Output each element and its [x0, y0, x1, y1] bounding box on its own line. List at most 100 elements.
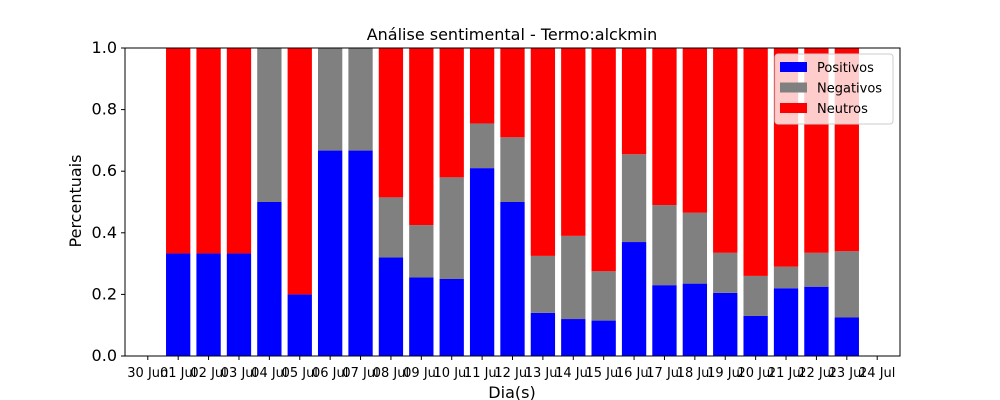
- x-tick-label: 04 Jul: [251, 366, 287, 381]
- bar-positivos-21: [773, 288, 799, 356]
- bar-positivos-19: [713, 292, 738, 356]
- x-tick-label: 16 Jul: [616, 366, 652, 381]
- bar-positivos-12: [500, 202, 525, 356]
- bar-neutros-15: [591, 48, 616, 272]
- x-tick-label: 24 Jul: [859, 366, 895, 381]
- x-tick-label: 19 Jul: [707, 366, 743, 381]
- bar-neutros-9: [409, 48, 434, 226]
- x-tick-label: 11 Jul: [464, 366, 500, 381]
- x-tick-label: 13 Jul: [525, 366, 561, 381]
- bar-positivos-13: [530, 312, 556, 356]
- bar-positivos-18: [682, 283, 708, 356]
- bar-negativos-23: [834, 251, 859, 318]
- x-tick-label: 20 Jul: [737, 366, 773, 381]
- bar-negativos-4: [257, 48, 282, 202]
- bar-neutros-17: [652, 48, 677, 206]
- bar-negativos-16: [621, 154, 647, 243]
- bar-positivos-6: [317, 150, 343, 356]
- x-tick-label: 30 Jun: [127, 366, 168, 381]
- y-tick-label: 1.0: [92, 38, 117, 57]
- bar-positivos-17: [652, 285, 677, 356]
- bar-neutros-19: [713, 48, 738, 253]
- bar-negativos-19: [713, 252, 738, 293]
- x-tick-label: 12 Jul: [494, 366, 530, 381]
- bar-positivos-20: [743, 315, 768, 356]
- bar-negativos-7: [348, 48, 373, 151]
- bar-negativos-14: [561, 235, 586, 320]
- bar-negativos-22: [804, 252, 829, 287]
- y-tick-label: 0.0: [92, 346, 117, 365]
- bar-negativos-8: [378, 197, 404, 258]
- bar-positivos-5: [287, 294, 312, 356]
- bar-neutros-16: [621, 48, 647, 155]
- bar-neutros-8: [378, 48, 404, 198]
- bar-positivos-8: [378, 257, 404, 356]
- x-tick-label: 02 Jul: [190, 366, 226, 381]
- x-tick-label: 22 Jul: [798, 366, 834, 381]
- bar-negativos-6: [317, 48, 343, 151]
- bar-negativos-15: [591, 271, 616, 321]
- bar-neutros-13: [530, 48, 556, 256]
- x-tick-label: 05 Jul: [282, 366, 318, 381]
- x-tick-label: 10 Jul: [434, 366, 470, 381]
- bar-negativos-9: [409, 225, 434, 278]
- bar-positivos-23: [834, 317, 859, 356]
- x-tick-label: 21 Jul: [768, 366, 804, 381]
- bar-positivos-10: [439, 279, 464, 356]
- bar-neutros-18: [682, 48, 708, 213]
- x-tick-label: 23 Jul: [829, 366, 865, 381]
- bar-negativos-20: [743, 275, 768, 316]
- x-tick-label: 06 Jul: [312, 366, 348, 381]
- y-tick-label: 0.2: [92, 284, 117, 303]
- y-tick-label: 0.6: [92, 161, 117, 180]
- x-axis-title: Dia(s): [488, 383, 535, 400]
- x-tick-label: 15 Jul: [585, 366, 621, 381]
- legend-swatch-negativos: [780, 82, 807, 93]
- bar-positivos-15: [591, 320, 616, 356]
- x-tick-label: 18 Jul: [677, 366, 713, 381]
- legend-swatch-neutros: [780, 103, 807, 113]
- bars-group: [166, 48, 859, 356]
- bar-positivos-14: [561, 319, 586, 356]
- y-tick-label: 0.4: [92, 223, 117, 242]
- x-tick-label: 09 Jul: [403, 366, 439, 381]
- y-axis-title: Percentuais: [66, 155, 85, 248]
- bar-negativos-13: [530, 255, 556, 313]
- x-tick-label: 03 Jul: [221, 366, 257, 381]
- legend-label-positivos: Positivos: [817, 61, 874, 76]
- x-tick-label: 01 Jul: [160, 366, 196, 381]
- x-tick-label: 14 Jul: [555, 366, 591, 381]
- bar-negativos-12: [500, 137, 525, 202]
- bar-neutros-11: [469, 48, 495, 124]
- legend: Positivos Negativos Neutros: [774, 53, 894, 125]
- bar-positivos-11: [469, 168, 495, 356]
- bar-neutros-12: [500, 48, 525, 138]
- y-tick-label: 0.8: [92, 100, 117, 119]
- bar-negativos-18: [682, 212, 708, 284]
- legend-label-negativos: Negativos: [817, 82, 882, 97]
- bar-positivos-3: [226, 253, 252, 356]
- bar-neutros-14: [561, 48, 586, 236]
- bar-positivos-22: [804, 286, 829, 356]
- bar-neutros-1: [166, 48, 191, 254]
- legend-label-neutros: Neutros: [817, 102, 868, 117]
- bar-neutros-10: [439, 48, 464, 178]
- x-tick-label: 17 Jul: [646, 366, 682, 381]
- bar-negativos-21: [773, 266, 799, 289]
- bar-neutros-5: [287, 48, 312, 295]
- x-tick-label: 07 Jul: [342, 366, 378, 381]
- bar-positivos-16: [621, 242, 647, 356]
- bar-positivos-4: [257, 202, 282, 356]
- legend-swatch-positivos: [780, 62, 807, 72]
- bar-neutros-3: [226, 48, 252, 254]
- bar-positivos-2: [196, 253, 221, 356]
- bar-negativos-10: [439, 177, 464, 279]
- bar-neutros-2: [196, 48, 221, 254]
- bar-neutros-20: [743, 48, 768, 276]
- chart-title: Análise sentimental - Termo:alckmin: [367, 25, 658, 44]
- x-tick-label: 08 Jul: [373, 366, 409, 381]
- bar-positivos-7: [348, 150, 373, 356]
- bar-negativos-11: [469, 123, 495, 169]
